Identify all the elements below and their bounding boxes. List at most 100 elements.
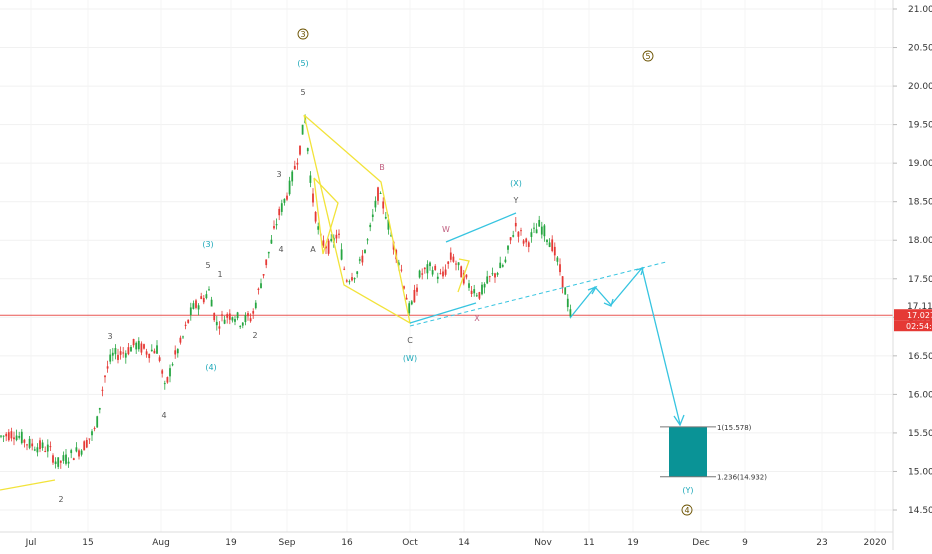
candle-body [257,288,260,290]
x-axis: Jul 15 Aug 19 Sep 16 Oct 14 Nov 11 19 Dec 9 23 2020 [0,531,893,548]
candle-body [540,226,543,235]
candle-body [158,357,161,361]
candle-body [267,251,270,254]
candle-body [481,284,483,295]
candle-body [486,276,489,284]
candle-body [127,347,130,355]
candle-body [52,455,54,463]
candle-body [358,259,361,261]
candle-body [192,303,195,309]
candle-body [241,322,244,326]
candle-body [410,301,413,305]
candle-body [548,242,551,248]
candle-body [114,348,117,355]
arrowhead-4 [673,414,685,427]
x-tick-label: 15 [82,538,93,548]
candle-body [283,198,286,203]
candle-body [153,350,156,354]
candle-body [488,276,491,278]
wave-label-nC: C [407,336,413,345]
candle-body [457,262,460,266]
wave-label-nW: W [442,225,450,234]
candle-body [119,351,122,355]
candle-body [54,461,57,465]
candle-body [449,252,452,260]
candle-body [371,214,374,217]
candle-body [553,246,556,256]
candle-body [184,324,187,326]
y-tick-label: 20.000 [908,82,932,92]
wave-label-n3b: 3 [107,332,112,341]
x-tick-label: 23 [816,538,827,548]
candle-body [10,431,13,439]
candle-body [135,342,138,350]
candle-body [431,270,434,275]
candle-body [104,375,106,378]
wave-label-n5b: 5 [205,261,210,270]
candle-body [522,240,525,244]
candle-body [91,431,93,436]
wave-label-circ-5: 5 [645,52,650,61]
candle-body [455,263,457,265]
candle-body [525,238,528,243]
projection-path [569,266,681,425]
candle-body [293,165,296,170]
dashed-support-line [409,261,667,327]
candle-body [335,234,338,239]
candle-body [538,219,541,227]
candle-body [483,283,486,288]
candle-body [124,353,127,358]
candle-body [507,245,509,250]
candle-body [150,349,153,352]
x-tick-label: 9 [742,538,748,548]
current-price-badge [894,309,932,321]
grid [0,0,893,532]
wave-circle-circ-4 [681,504,693,516]
candle-body [254,302,257,309]
candle-body [179,337,182,343]
trendline-jul [0,479,56,491]
candle-body [465,274,468,278]
candle-body [49,446,52,448]
candle-body [473,289,476,294]
candle-body [215,321,218,326]
candle-body [418,270,421,278]
candle-body [231,317,234,321]
candle-body [140,343,143,353]
candle-body [195,300,197,308]
candle-body [460,266,463,278]
candle-body [509,237,512,241]
candle-body [496,273,499,275]
candle-body [566,298,569,308]
drawings-group [0,114,685,491]
candle-body [564,287,567,295]
candle-body [338,233,340,235]
candle-body [143,344,145,349]
candle-body [41,442,44,449]
candle-body [421,273,424,275]
candle-body [369,224,372,228]
candle-body [5,433,8,437]
candle-body [109,354,112,362]
candle-body [67,461,70,464]
target-bottom-label: 1.236(14.932) [717,474,767,482]
candle-body [351,277,353,281]
wave-label-pW: (W) [403,354,417,363]
candle-body [423,267,426,270]
candle-body [260,283,262,289]
wave-label-n5a: 5 [300,88,305,97]
channel-upper [445,212,517,243]
candle-body [478,292,481,299]
candle-body [382,201,385,209]
small-triangle [457,258,470,293]
candle-body [491,273,494,275]
candle-body [504,259,507,263]
wave-label-n3a: 3 [276,170,281,179]
wave-label-n2a: 2 [252,331,257,340]
x-tick-label: 2020 [864,538,887,548]
candle-body [80,450,83,455]
candle-body [70,450,73,454]
candle-body [405,297,408,300]
